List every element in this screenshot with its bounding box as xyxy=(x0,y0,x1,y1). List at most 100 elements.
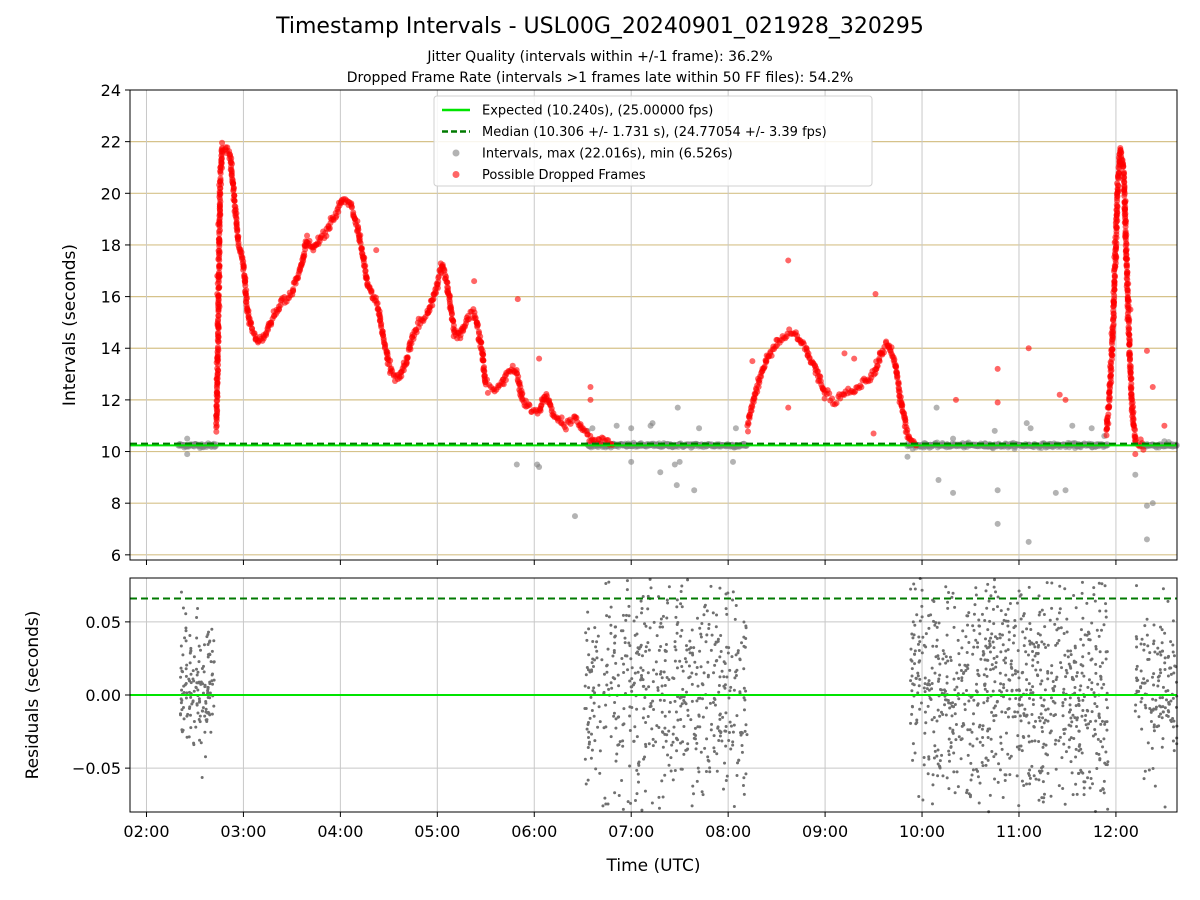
residual-point xyxy=(1161,710,1165,714)
residual-point xyxy=(945,675,949,679)
residual-point xyxy=(925,687,929,691)
residual-point xyxy=(623,641,627,645)
dropped-frame-point xyxy=(1127,370,1134,377)
residual-point xyxy=(922,755,926,759)
residual-point xyxy=(727,696,731,700)
dropped-frame-point xyxy=(234,227,241,234)
residual-point xyxy=(718,586,722,590)
residual-point xyxy=(933,744,937,748)
residual-point xyxy=(613,641,617,645)
residual-point xyxy=(188,706,192,710)
residual-point xyxy=(949,659,953,663)
residual-point xyxy=(1135,637,1139,641)
interval-point xyxy=(1062,487,1069,494)
residual-point xyxy=(680,665,684,669)
residual-point xyxy=(671,740,675,744)
residual-point xyxy=(705,633,709,637)
residual-point xyxy=(986,582,990,586)
dropped-frame-point xyxy=(215,367,222,374)
residual-point xyxy=(1081,709,1085,713)
residual-point xyxy=(938,759,942,763)
residual-point xyxy=(701,715,705,719)
residual-point xyxy=(686,714,690,718)
residual-point xyxy=(1102,682,1106,686)
dropped-frame-point xyxy=(858,384,865,391)
residual-point xyxy=(1001,695,1005,699)
residual-point xyxy=(646,641,650,645)
residual-point xyxy=(628,764,632,768)
residual-point xyxy=(206,643,210,647)
residual-point xyxy=(210,712,214,716)
residual-point xyxy=(630,705,634,709)
residual-point xyxy=(931,783,935,787)
residual-point xyxy=(709,584,713,588)
residual-point xyxy=(1040,796,1044,800)
residual-point xyxy=(690,651,694,655)
residual-point xyxy=(1094,645,1098,649)
residual-point xyxy=(647,648,651,652)
residual-point xyxy=(584,673,588,677)
residual-point xyxy=(663,726,667,730)
residual-point xyxy=(678,659,682,663)
residual-point xyxy=(731,743,735,747)
residual-point xyxy=(657,806,661,810)
residual-point xyxy=(1157,674,1161,678)
dropped-frame-point xyxy=(484,389,491,396)
dropped-frame-point xyxy=(450,317,457,324)
residual-point xyxy=(742,635,746,639)
residual-point xyxy=(919,701,923,705)
residual-point xyxy=(970,730,974,734)
residual-point xyxy=(745,733,749,737)
dropped-frame-point xyxy=(893,364,900,371)
residual-point xyxy=(729,724,733,728)
residual-point xyxy=(1163,706,1167,710)
residual-point xyxy=(180,688,184,692)
residual-point xyxy=(1014,696,1018,700)
dropped-frame-point xyxy=(219,139,226,146)
residual-point xyxy=(991,640,995,644)
residual-point xyxy=(982,652,986,656)
residual-point xyxy=(1031,685,1035,689)
residual-point xyxy=(649,704,653,708)
residual-point xyxy=(993,680,997,684)
residual-point xyxy=(639,678,643,682)
dropped-frame-point xyxy=(242,290,249,297)
residual-point xyxy=(203,714,207,718)
residual-point xyxy=(662,698,666,702)
residual-point xyxy=(951,731,955,735)
residual-point xyxy=(593,626,597,630)
residual-point xyxy=(646,671,650,675)
residual-point xyxy=(997,762,1001,766)
residual-point xyxy=(1045,581,1049,585)
residual-point xyxy=(930,687,934,691)
residual-point xyxy=(639,643,643,647)
residual-point xyxy=(1092,593,1096,597)
residual-point xyxy=(191,700,195,704)
residual-point xyxy=(689,718,693,722)
residual-point xyxy=(1140,637,1144,641)
residual-point xyxy=(983,658,987,662)
residual-point xyxy=(955,671,959,675)
residual-point xyxy=(1065,617,1069,621)
residual-point xyxy=(993,635,997,639)
residual-point xyxy=(183,683,187,687)
residual-point xyxy=(681,740,685,744)
residual-point xyxy=(696,725,700,729)
residual-point xyxy=(707,627,711,631)
legend-item: Possible Dropped Frames xyxy=(452,168,646,183)
residual-point xyxy=(632,619,636,623)
residual-point xyxy=(606,647,610,651)
residual-point xyxy=(211,682,215,686)
residual-point xyxy=(940,753,944,757)
dropped-frame-point xyxy=(952,396,959,403)
residual-point xyxy=(733,617,737,621)
residual-point xyxy=(682,725,686,729)
residual-point xyxy=(1024,650,1028,654)
residual-point xyxy=(1069,760,1073,764)
residual-point xyxy=(1004,673,1008,677)
residual-point xyxy=(947,591,951,595)
residual-point xyxy=(1153,784,1157,788)
dropped-frame-point xyxy=(870,430,877,437)
dropped-frame-point xyxy=(481,367,488,374)
residual-point xyxy=(1001,643,1005,647)
